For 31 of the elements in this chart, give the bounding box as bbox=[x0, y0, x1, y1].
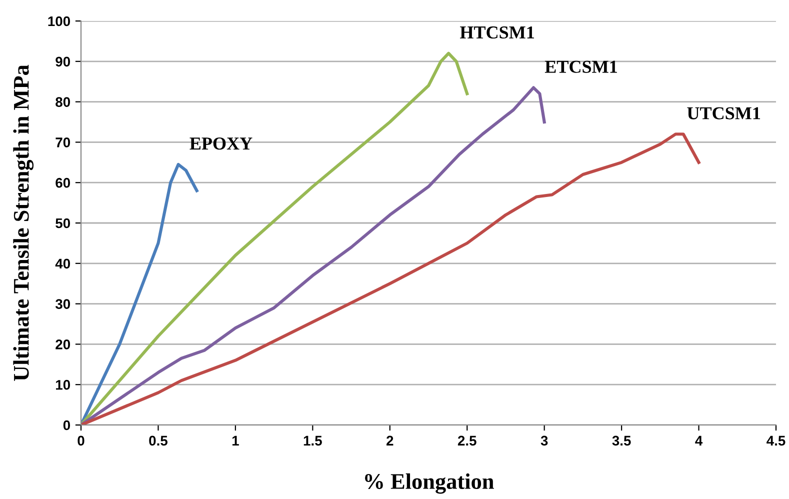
x-tick-label: 3.5 bbox=[612, 436, 631, 446]
y-tick-label: 90 bbox=[56, 56, 70, 67]
x-axis-title: % Elongation bbox=[365, 473, 494, 494]
series-label: ETCSM1 bbox=[544, 60, 617, 73]
y-tick-label: 0 bbox=[63, 420, 70, 430]
x-tick-label: 3 bbox=[540, 436, 548, 446]
x-tick-label: 1 bbox=[232, 436, 239, 446]
series-label: UTCSM1 bbox=[687, 107, 760, 120]
line-series bbox=[81, 52, 469, 425]
x-tick-label: 4 bbox=[695, 436, 703, 446]
y-tick-label: 20 bbox=[56, 340, 70, 350]
line-series bbox=[81, 86, 546, 425]
series-label: EPOXY bbox=[190, 138, 252, 150]
x-tick-label: 1.5 bbox=[304, 436, 322, 446]
y-axis-title: Ultimate Tensile Strength in MPa bbox=[13, 64, 34, 381]
x-tick-label: 4.5 bbox=[766, 436, 786, 446]
y-tick-label: 80 bbox=[56, 97, 70, 107]
x-tick-label: 2.5 bbox=[458, 436, 476, 446]
y-tick-label: 40 bbox=[55, 258, 70, 269]
y-tick-label: 100 bbox=[48, 16, 70, 26]
y-tick-label: 50 bbox=[56, 218, 70, 228]
line-series bbox=[81, 132, 700, 425]
x-tick-label: 0 bbox=[78, 436, 84, 446]
y-tick-label: 70 bbox=[56, 138, 70, 148]
x-tick-label: 0.5 bbox=[149, 436, 168, 446]
x-tick-label: 2 bbox=[386, 436, 394, 446]
series-label: HTCSM1 bbox=[460, 26, 534, 39]
y-tick-label: 30 bbox=[55, 299, 70, 309]
line-series bbox=[81, 162, 198, 425]
y-tick-label: 60 bbox=[56, 178, 70, 188]
y-tick-label: 10 bbox=[56, 380, 70, 390]
